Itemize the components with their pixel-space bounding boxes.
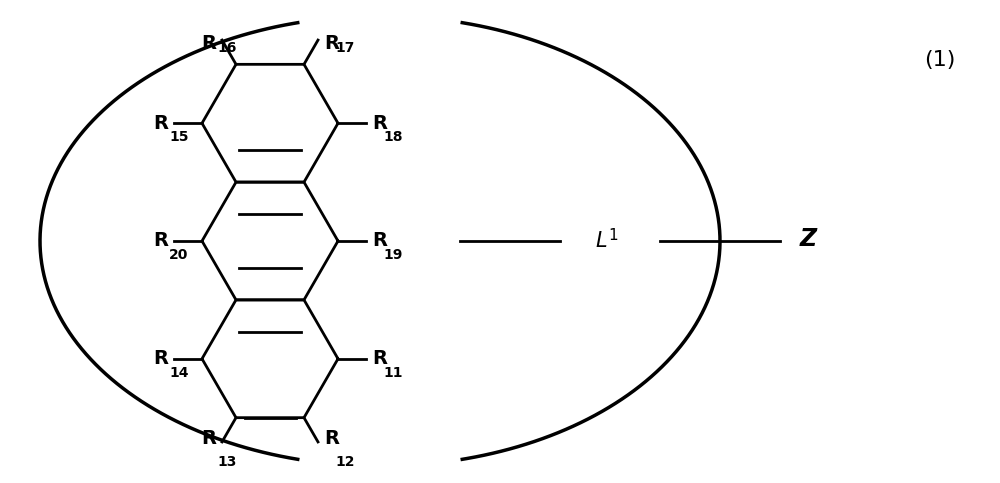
Text: R: R: [201, 429, 216, 448]
Text: R: R: [324, 34, 339, 53]
Text: R: R: [372, 349, 387, 368]
Text: R: R: [372, 114, 387, 133]
Text: L: L: [595, 231, 607, 251]
Text: 20: 20: [169, 248, 188, 262]
Text: Z: Z: [800, 227, 817, 251]
Text: R: R: [324, 429, 339, 448]
Text: 18: 18: [383, 130, 403, 144]
Text: 15: 15: [169, 130, 188, 144]
Text: (1): (1): [924, 50, 956, 70]
Text: 12: 12: [335, 455, 355, 469]
Text: R: R: [372, 231, 387, 251]
Text: 17: 17: [335, 41, 355, 55]
Text: R: R: [201, 34, 216, 53]
Text: 13: 13: [217, 455, 236, 469]
Text: R: R: [153, 231, 168, 251]
Text: R: R: [153, 114, 168, 133]
Text: 11: 11: [383, 366, 403, 380]
Text: 19: 19: [383, 248, 403, 262]
Text: 1: 1: [608, 228, 618, 243]
Text: R: R: [153, 349, 168, 368]
Text: 16: 16: [217, 41, 236, 55]
Text: 14: 14: [169, 366, 188, 380]
